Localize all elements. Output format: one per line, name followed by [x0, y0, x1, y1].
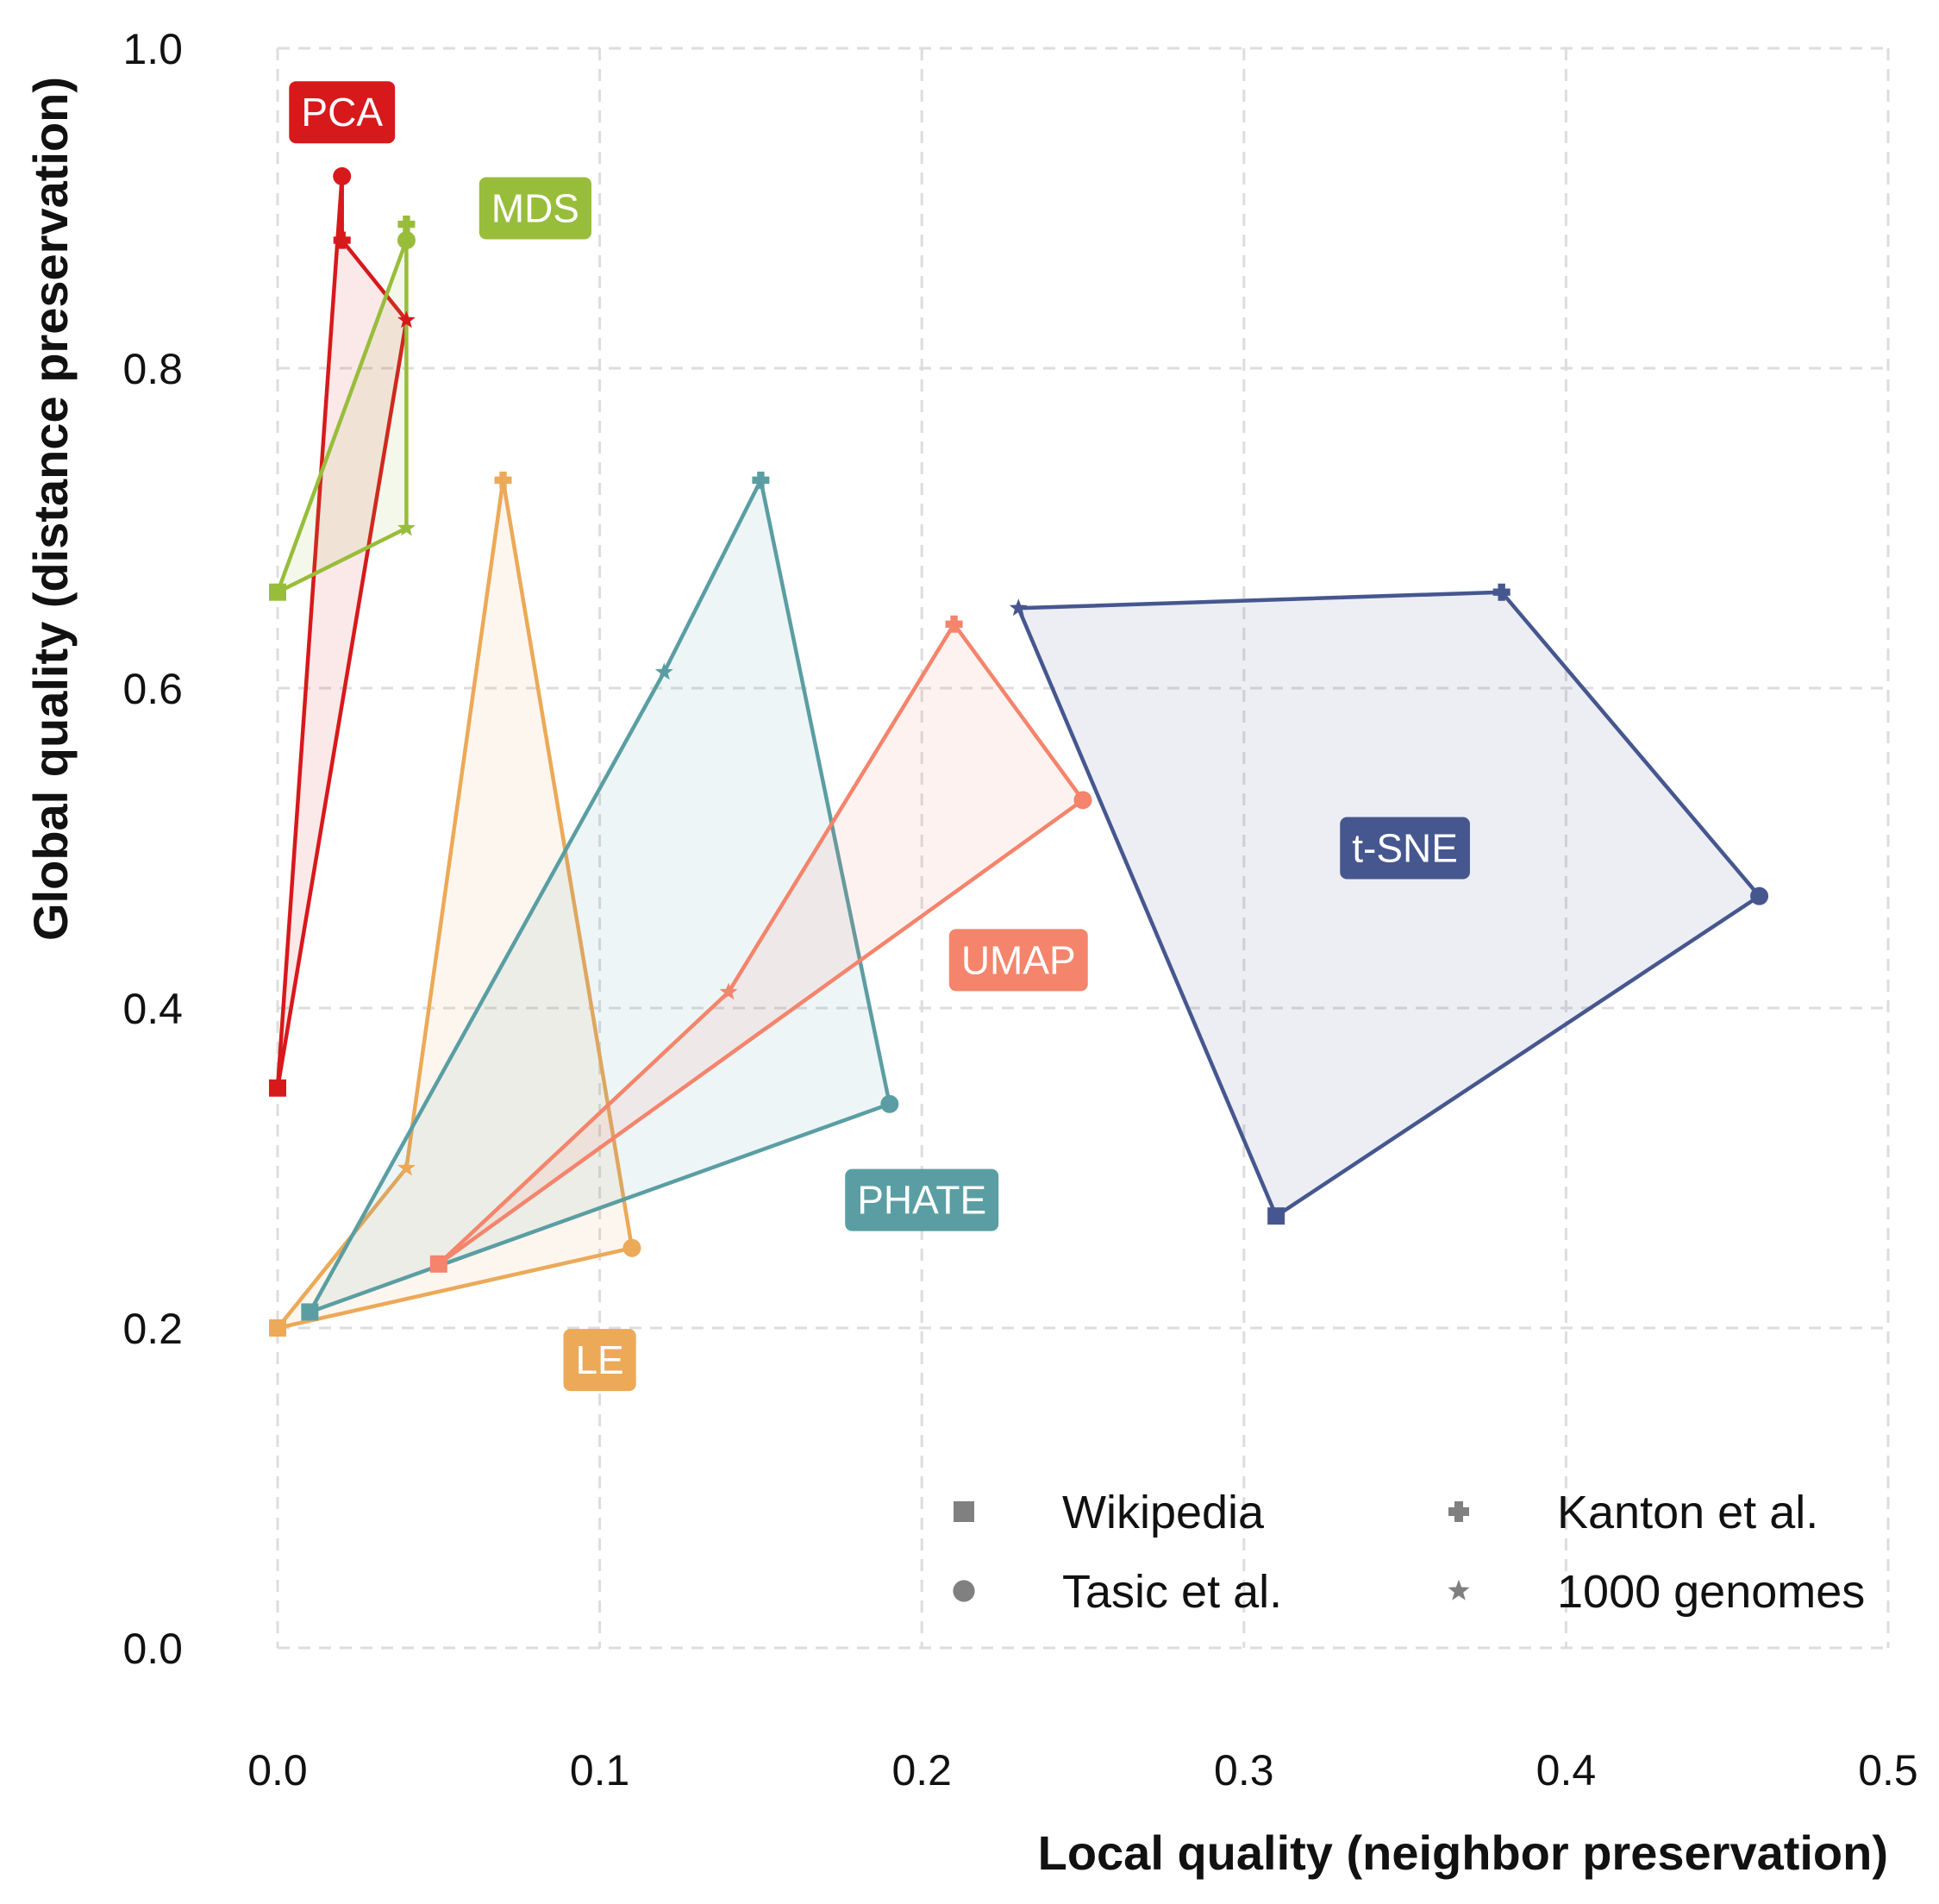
point-le-1000-genomes — [397, 1158, 416, 1176]
point-umap-kanton-et-al — [945, 615, 963, 633]
point-pca-tasic-et-al — [333, 166, 352, 185]
point-t-sne-1000-genomes — [1009, 598, 1028, 617]
legend-label: 1000 genomes — [1557, 1566, 1865, 1618]
method-label-text: MDS — [491, 186, 579, 231]
y-axis-title: Global quality (distance preservation) — [23, 77, 78, 941]
hull-t-sne — [1016, 590, 1761, 1218]
point-t-sne-tasic-et-al — [1750, 886, 1769, 905]
point-pca-kanton-et-al — [333, 231, 351, 249]
x-axis-title: Local quality (neighbor preservation) — [1038, 1826, 1888, 1880]
point-umap-tasic-et-al — [1073, 791, 1092, 810]
method-label-text: PHATE — [857, 1178, 986, 1223]
legend-label: Kanton et al. — [1557, 1487, 1818, 1538]
method-label-box — [563, 1329, 636, 1392]
x-tick-label: 0.5 — [1858, 1746, 1918, 1794]
y-tick-label: 1.0 — [122, 25, 183, 73]
y-tick-label: 0.2 — [122, 1305, 183, 1353]
point-phate-1000-genomes — [654, 662, 673, 680]
point-le-wikipedia — [269, 1319, 286, 1337]
point-mds-kanton-et-al — [397, 216, 416, 234]
method-label-umap: UMAP — [948, 929, 1088, 992]
point-mds-tasic-et-al — [397, 231, 416, 250]
x-tick-label: 0.4 — [1536, 1746, 1597, 1794]
point-phate-tasic-et-al — [880, 1094, 899, 1113]
method-label-box — [845, 1168, 999, 1231]
legend-label: Wikipedia — [1062, 1487, 1265, 1538]
method-label-box — [289, 81, 396, 144]
method-label-phate: PHATE — [845, 1168, 999, 1231]
x-tick-label: 0.2 — [891, 1746, 952, 1794]
method-label-text: LE — [575, 1337, 623, 1382]
x-tick-label: 0.1 — [570, 1746, 630, 1794]
point-phate-wikipedia — [301, 1303, 319, 1321]
point-t-sne-kanton-et-al — [1492, 583, 1511, 601]
point-phate-kanton-et-al — [752, 471, 770, 489]
method-label-mds: MDS — [478, 177, 591, 240]
method-label-text: UMAP — [961, 937, 1076, 982]
point-mds-1000-genomes — [397, 518, 416, 536]
legend-item-1000-genomes: 1000 genomes — [1448, 1566, 1865, 1618]
legend-marker-star — [1448, 1579, 1470, 1600]
hull-layer — [275, 174, 1761, 1331]
legend-item-tasic-et-al: Tasic et al. — [953, 1566, 1282, 1618]
method-label-text: t-SNE — [1352, 826, 1458, 871]
y-tick-label: 0.8 — [122, 345, 183, 393]
y-tick-label: 0.6 — [122, 665, 183, 713]
x-tick-label: 0.0 — [247, 1746, 308, 1794]
legend-item-kanton-et-al: Kanton et al. — [1448, 1487, 1818, 1538]
point-pca-1000-genomes — [397, 310, 416, 329]
point-le-kanton-et-al — [494, 471, 512, 489]
x-tick-label: 0.3 — [1214, 1746, 1274, 1794]
method-label-le: LE — [563, 1329, 636, 1392]
point-t-sne-wikipedia — [1267, 1207, 1285, 1225]
method-label-box — [1340, 817, 1470, 880]
point-mds-wikipedia — [269, 583, 286, 601]
y-tick-label: 0.4 — [122, 985, 183, 1033]
marker-layer — [269, 166, 1769, 1337]
method-label-pca: PCA — [289, 81, 396, 144]
point-le-tasic-et-al — [622, 1238, 641, 1257]
point-umap-wikipedia — [429, 1255, 447, 1273]
legend: Wikipedia Tasic et al. Kanton et al. 1000 g… — [953, 1487, 1865, 1618]
method-label-t-sne: t-SNE — [1340, 817, 1470, 880]
method-label-box — [478, 177, 591, 240]
method-label-text: PCA — [301, 90, 383, 135]
legend-item-wikipedia: Wikipedia — [954, 1487, 1265, 1538]
point-pca-wikipedia — [269, 1079, 286, 1097]
legend-marker-circle — [953, 1580, 975, 1602]
method-label-box — [948, 929, 1088, 992]
y-tick-label: 0.0 — [122, 1625, 183, 1673]
legend-label: Tasic et al. — [1062, 1566, 1282, 1618]
legend-marker-plus — [1448, 1501, 1469, 1522]
tick-labels: 0.0 0.1 0.2 0.3 0.4 0.5 0.0 0.2 0.4 0.6 0.8 1.0 — [122, 25, 1917, 1794]
point-umap-1000-genomes — [719, 982, 738, 1000]
legend-marker-square — [954, 1501, 974, 1522]
method-labels: PCA MDS LE PHATE UMAP t-SNE — [289, 81, 1470, 1392]
